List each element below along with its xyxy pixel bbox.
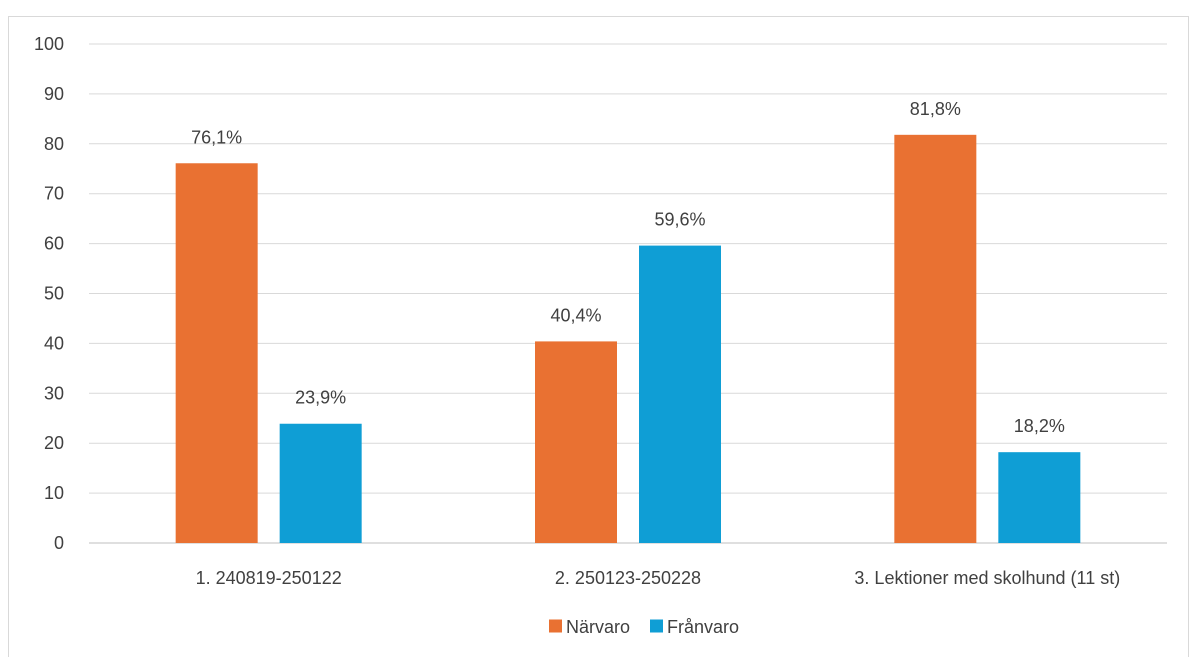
bar-frånvaro bbox=[639, 245, 721, 543]
category-label: 1. 240819-250122 bbox=[196, 568, 342, 588]
bar-frånvaro bbox=[279, 423, 362, 543]
legend-label: Frånvaro bbox=[667, 617, 739, 637]
y-tick-label: 60 bbox=[44, 234, 64, 254]
data-labels: 76,1% 23,9% 40,4% 59,6% 81,8% 18,2% bbox=[191, 99, 1065, 436]
category-label: 2. 250123-250228 bbox=[555, 568, 701, 588]
bar-närvaro bbox=[894, 134, 977, 543]
bar-närvaro bbox=[535, 341, 617, 543]
legend: Närvaro Frånvaro bbox=[549, 617, 739, 637]
bars bbox=[175, 134, 1081, 544]
y-tick-label: 90 bbox=[44, 84, 64, 104]
y-tick-label: 100 bbox=[34, 34, 64, 54]
data-label: 59,6% bbox=[654, 210, 705, 230]
data-label: 76,1% bbox=[191, 127, 242, 147]
y-tick-label: 50 bbox=[44, 284, 64, 304]
gridlines bbox=[89, 43, 1167, 544]
bar-närvaro bbox=[175, 163, 258, 544]
legend-swatch-frånvaro bbox=[650, 619, 663, 633]
y-tick-label: 0 bbox=[54, 533, 64, 553]
category-label: 3. Lektioner med skolhund (11 st) bbox=[854, 568, 1120, 588]
data-label: 81,8% bbox=[910, 99, 961, 119]
y-tick-label: 70 bbox=[44, 184, 64, 204]
y-tick-label: 30 bbox=[44, 383, 64, 403]
bar-frånvaro bbox=[998, 452, 1081, 543]
y-tick-label: 20 bbox=[44, 433, 64, 453]
data-label: 18,2% bbox=[1014, 416, 1065, 436]
y-tick-label: 80 bbox=[44, 134, 64, 154]
legend-label: Närvaro bbox=[566, 617, 630, 637]
legend-swatch-närvaro bbox=[549, 619, 562, 633]
data-label: 23,9% bbox=[295, 388, 346, 408]
y-axis-tick-labels: 0 10 20 30 40 50 60 70 80 90 100 bbox=[34, 34, 64, 553]
y-tick-label: 10 bbox=[44, 483, 64, 503]
x-axis-category-labels: 1. 240819-250122 2. 250123-250228 3. Lekti… bbox=[196, 568, 1121, 588]
data-label: 40,4% bbox=[550, 305, 601, 325]
y-tick-label: 40 bbox=[44, 333, 64, 353]
